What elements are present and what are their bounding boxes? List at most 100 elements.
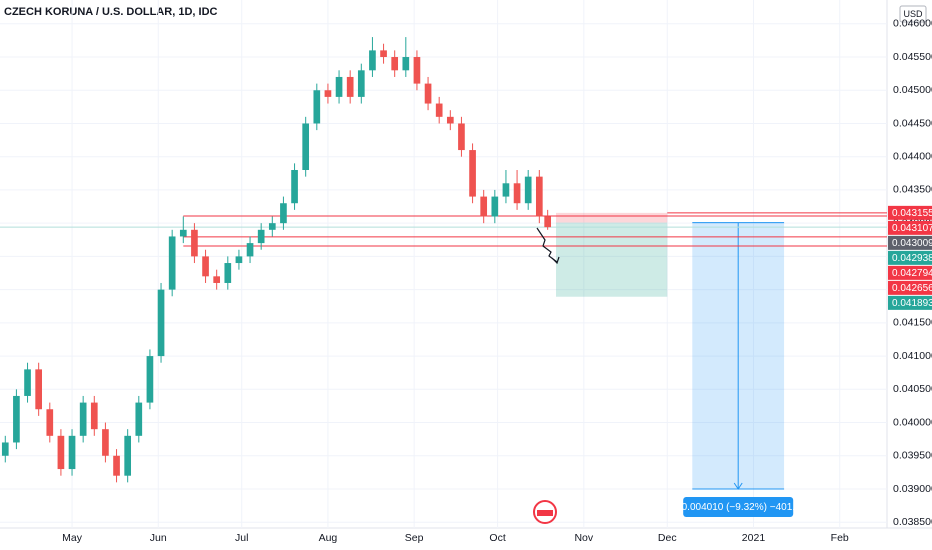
candle-body: [1, 442, 9, 456]
price-label-box: [888, 295, 932, 310]
price-label-box: [888, 280, 932, 295]
candle-body: [435, 103, 443, 117]
candle-body: [35, 369, 42, 410]
candle-body: [302, 123, 310, 170]
x-tick-label: Jul: [235, 532, 248, 544]
price-label: 0.042656: [892, 283, 932, 294]
candle-body: [268, 223, 276, 230]
candle-body: [324, 90, 332, 97]
candle-body: [146, 356, 154, 403]
candle-body: [480, 196, 488, 217]
chart-title: CZECH KORUNA / U.S. DOLLAR, 1D, IDC: [4, 6, 218, 18]
candle-body: [102, 429, 109, 456]
candle-body: [424, 83, 432, 104]
currency[interactable]: USD: [903, 9, 923, 19]
price-label-box: [888, 250, 932, 265]
candle-body: [224, 263, 232, 283]
candle-body: [235, 256, 243, 264]
candle-body: [135, 402, 143, 436]
currency-box[interactable]: [899, 5, 927, 23]
x-tick-label: Feb: [831, 532, 849, 544]
candle-body: [179, 229, 187, 237]
x-tick-label: Sep: [405, 532, 424, 544]
candle-body: [346, 76, 354, 97]
candle-body: [202, 256, 209, 277]
candle-body: [544, 216, 552, 228]
candle-body: [90, 402, 98, 430]
candle-body: [68, 435, 76, 470]
target-zone: [556, 222, 668, 297]
grid: [0, 0, 887, 528]
y-tick-label: 0.046000: [893, 18, 932, 30]
candle-body: [469, 150, 476, 197]
price-label: 0.041893: [892, 298, 932, 309]
candle-body: [280, 203, 287, 224]
price-label: 0.043155: [892, 208, 932, 219]
price-label-box: [888, 235, 932, 250]
candle-body: [524, 176, 532, 204]
candle-body: [391, 57, 399, 71]
x-tick-label: May: [62, 532, 83, 544]
candle-body: [313, 90, 321, 124]
measure-label: −0.004010 (−9.32%) −401.0: [676, 502, 801, 513]
candle-body: [168, 236, 176, 290]
candle-body: [413, 57, 421, 84]
price-label: 0.042938: [892, 253, 932, 264]
candle-body: [369, 50, 376, 71]
candle-body: [13, 395, 20, 443]
x-tick-label: Dec: [658, 532, 677, 544]
price-label: 0.043009: [892, 238, 932, 249]
x-tick-label: Jun: [150, 532, 167, 544]
candle-body: [24, 369, 31, 396]
candle-body: [191, 229, 198, 257]
measure-label-box: [683, 496, 794, 517]
candle-body: [291, 169, 298, 204]
candle-body: [79, 402, 87, 436]
price-label-box: [888, 220, 932, 235]
candle-body: [113, 455, 120, 476]
price-label-box: [888, 205, 932, 220]
measure-arrow-head: [733, 482, 743, 490]
candle-body: [335, 76, 343, 97]
x-tick-label: Oct: [489, 532, 505, 544]
candle-body: [357, 70, 365, 97]
candle-body: [46, 409, 54, 436]
x-tick-label: 2021: [742, 532, 766, 544]
candle-body: [57, 435, 65, 470]
candle-body: [157, 289, 165, 357]
sketch-arrow: [536, 227, 558, 263]
candle-body: [491, 196, 499, 217]
candle-body: [458, 123, 465, 151]
candle-body: [402, 57, 410, 71]
candle-body: [124, 435, 132, 476]
sketch-arrow-head: [551, 256, 560, 265]
candle-body: [535, 176, 543, 217]
logo: [533, 500, 557, 524]
candle-body: [257, 229, 265, 244]
candle-body: [246, 243, 254, 257]
candle-body: [380, 50, 387, 58]
candle-body: [446, 116, 454, 124]
x-tick-label: Aug: [319, 532, 338, 544]
price-label: 0.043107: [892, 223, 932, 234]
candle-body: [513, 183, 521, 204]
candle-body: [213, 276, 221, 283]
candle-body: [502, 183, 510, 197]
stop-zone: [556, 212, 668, 223]
price-label-box: [888, 265, 932, 280]
